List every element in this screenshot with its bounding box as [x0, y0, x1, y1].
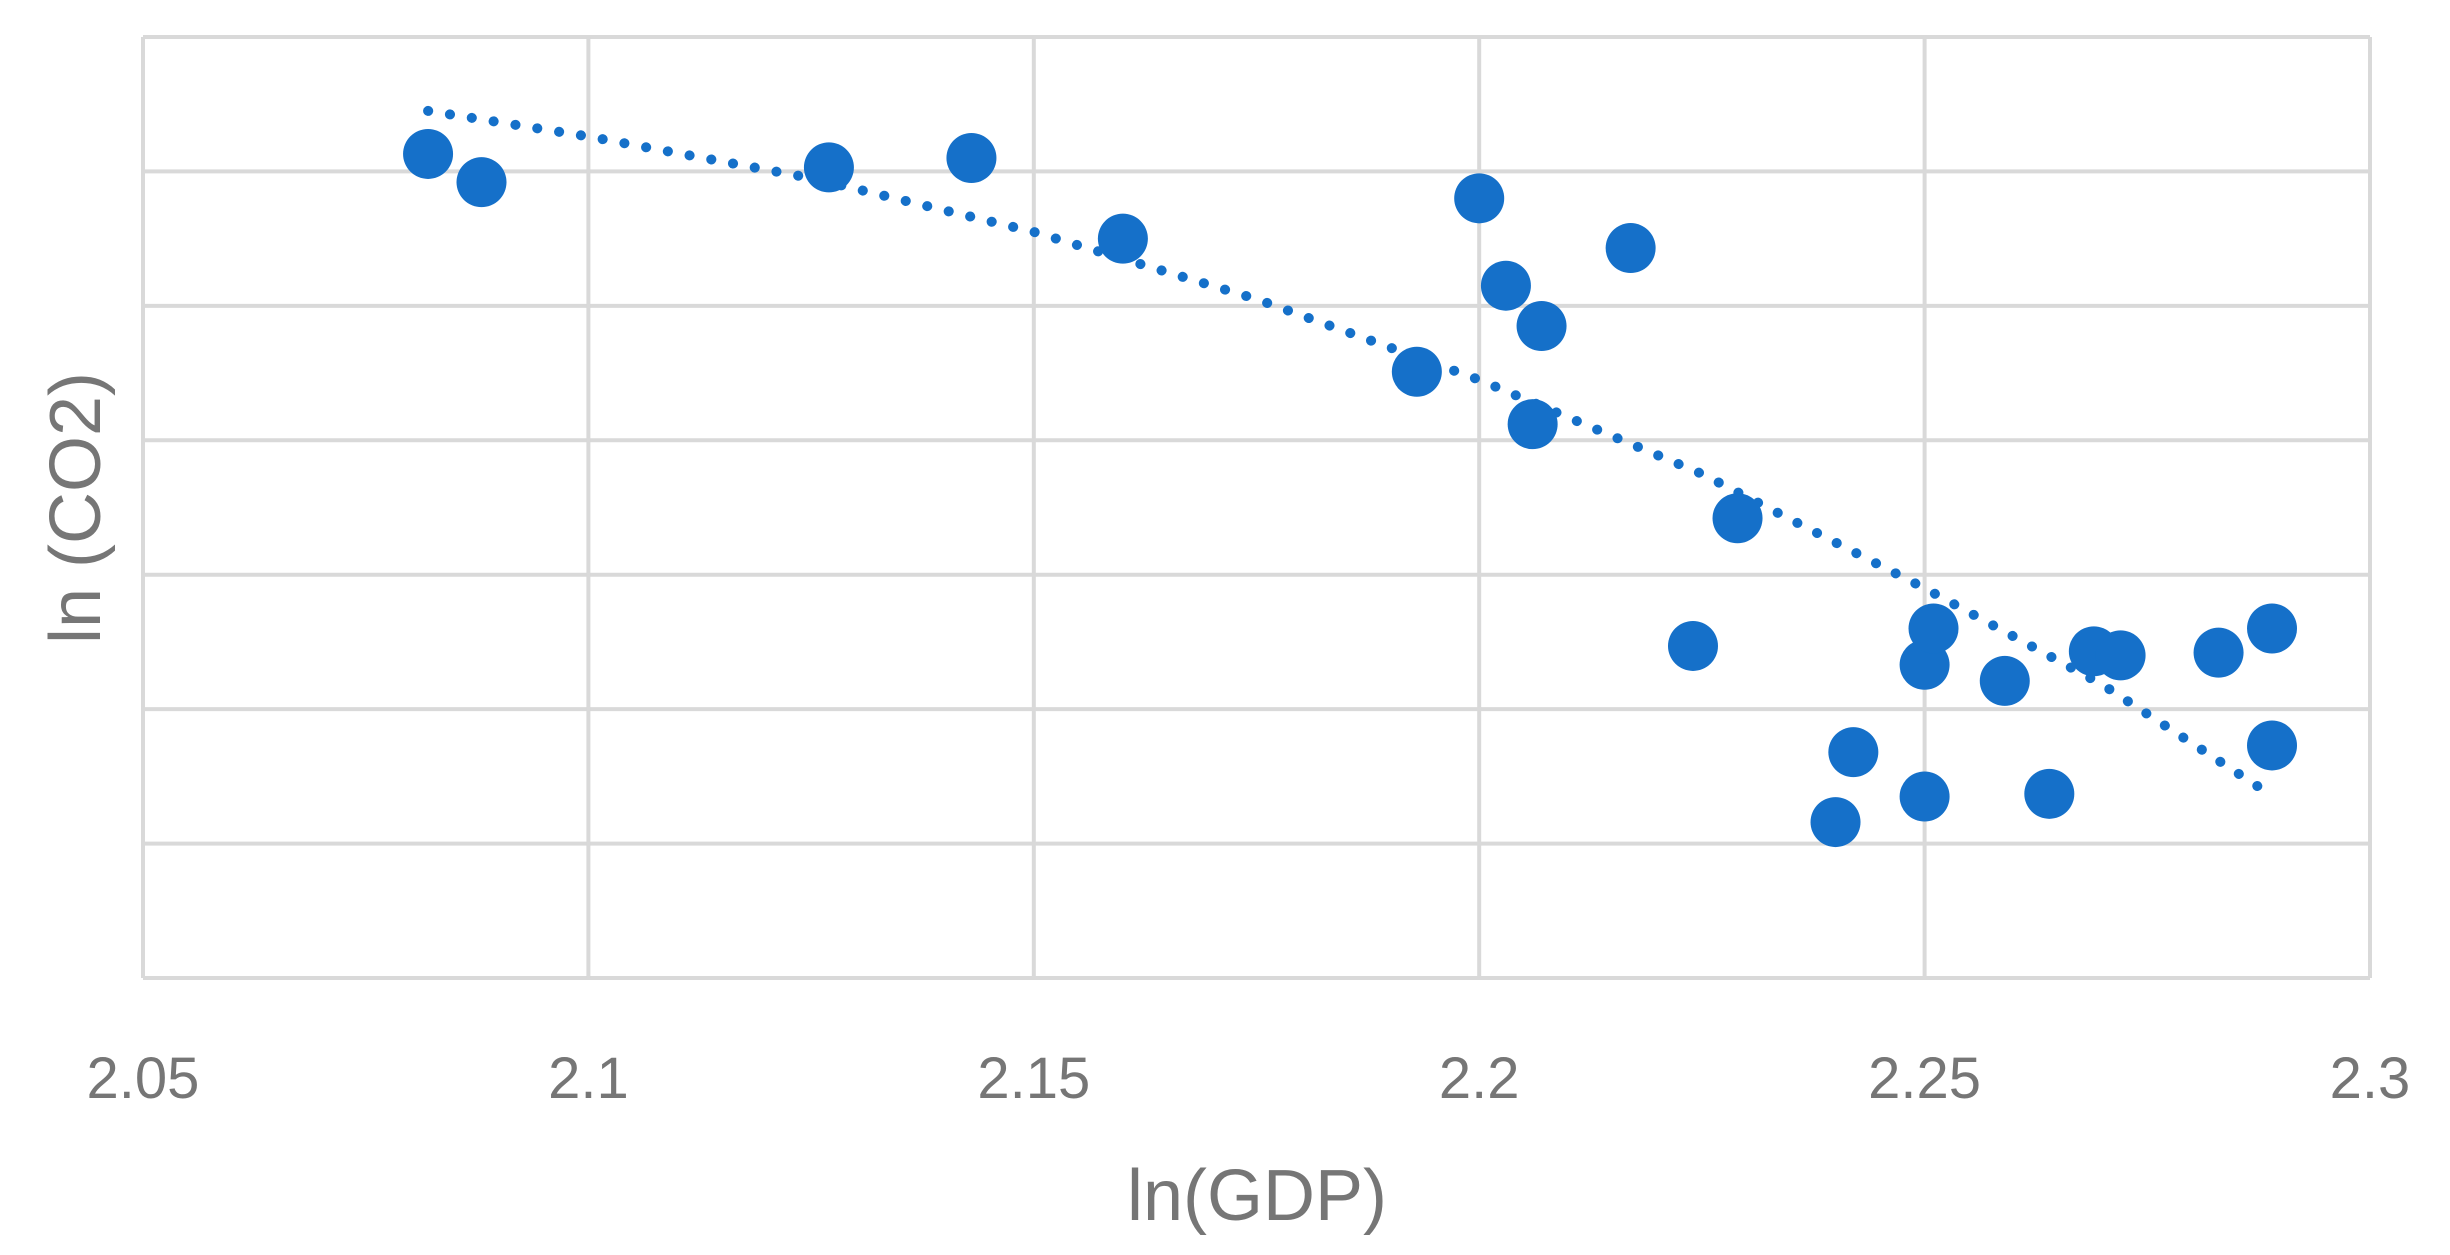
data-point — [2193, 627, 2244, 678]
data-point — [2024, 768, 2075, 819]
x-axis-title: ln(GDP) — [1127, 1156, 1387, 1236]
x-tick-label: 2.3 — [2330, 1046, 2411, 1111]
data-point — [1605, 223, 1656, 274]
x-tick-label: 2.15 — [977, 1046, 1090, 1111]
data-point — [1899, 771, 1950, 822]
y-axis-title: ln (CO2) — [36, 372, 116, 644]
data-point — [2095, 630, 2146, 681]
data-point — [1480, 260, 1531, 311]
data-point — [2247, 603, 2298, 654]
data-point — [1097, 213, 1148, 264]
x-tick-labels: 2.05 2.1 2.15 2.2 2.25 2.3 — [87, 1046, 2411, 1111]
data-point — [456, 157, 507, 208]
x-tick-label: 2.1 — [548, 1046, 629, 1111]
trendline — [423, 105, 2269, 795]
data-point — [1712, 493, 1763, 544]
data-points — [403, 128, 2298, 848]
data-point — [1391, 346, 1442, 397]
data-point — [403, 128, 454, 179]
data-point — [1507, 399, 1558, 450]
data-point — [1454, 173, 1505, 224]
data-point — [803, 142, 854, 193]
data-point — [1667, 620, 1718, 671]
data-point — [1516, 301, 1567, 352]
x-tick-label: 2.2 — [1439, 1046, 1520, 1111]
data-point — [946, 132, 997, 183]
data-point — [1828, 727, 1879, 778]
trendline-layer — [423, 105, 2269, 795]
data-point — [1979, 655, 2030, 706]
data-point — [1908, 603, 1959, 654]
data-point — [1810, 797, 1861, 848]
data-point — [2247, 720, 2298, 771]
x-tick-label: 2.25 — [1868, 1046, 1981, 1111]
x-tick-label: 2.05 — [87, 1046, 200, 1111]
